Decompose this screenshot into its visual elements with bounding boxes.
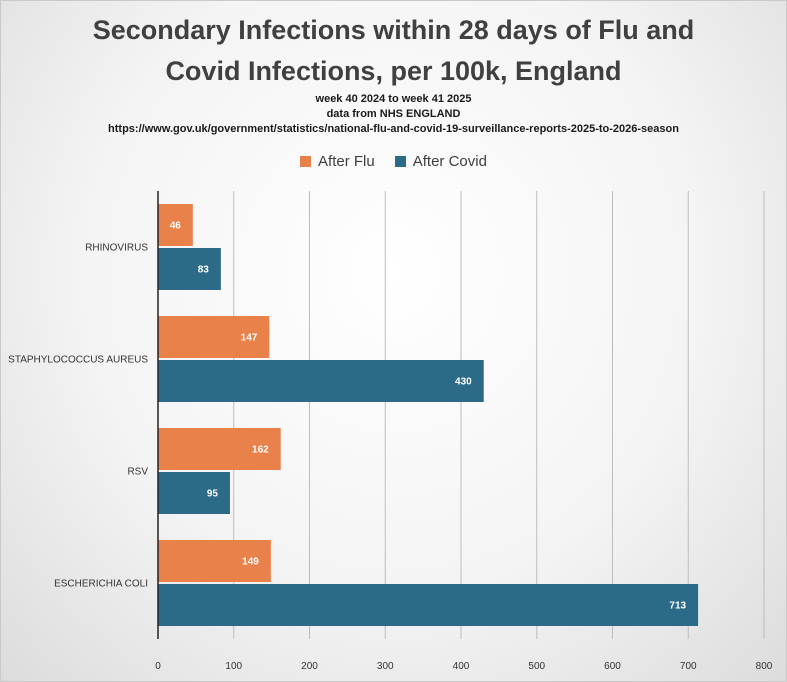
x-tick-label-300: 300 — [377, 661, 394, 672]
x-tick-label-200: 200 — [301, 661, 318, 672]
category-label-escherichia-coli: ESCHERICHIA COLI — [54, 579, 148, 590]
legend-item-after-covid: After Covid — [394, 153, 487, 170]
category-label-rsv: RSV — [127, 467, 148, 478]
bar-rsv-after-covid — [158, 472, 230, 514]
chart-title-line-2: Covid Infections, per 100k, England — [165, 56, 622, 86]
data-label-escherichia-coli-after-covid: 713 — [669, 601, 686, 612]
data-label-rsv-after-flu: 162 — [252, 445, 269, 456]
subtitle-date-range: week 40 2024 to week 41 2025 — [315, 93, 472, 105]
legend-label-after-covid: After Covid — [412, 153, 487, 170]
data-label-rsv-after-covid: 95 — [207, 489, 219, 500]
x-tick-label-700: 700 — [680, 661, 697, 672]
x-tick-label-800: 800 — [756, 661, 773, 672]
data-label-staphylococcus-aureus-after-flu: 147 — [241, 333, 258, 344]
subtitle-data-source: data from NHS ENGLAND — [326, 108, 461, 120]
bar-escherichia-coli-after-covid — [158, 584, 699, 626]
bar-staphylococcus-aureus-after-flu — [158, 316, 270, 358]
category-label-staphylococcus-aureus: STAPHYLOCOCCUS AUREUS — [8, 355, 148, 366]
data-label-rhinovirus-after-flu: 46 — [170, 221, 182, 232]
x-tick-label-400: 400 — [453, 661, 470, 672]
bar-staphylococcus-aureus-after-covid — [158, 360, 484, 402]
legend-swatch-after-covid — [394, 156, 406, 167]
x-tick-label-500: 500 — [528, 661, 545, 672]
legend: After Flu After Covid — [1, 153, 786, 170]
category-label-rhinovirus: RHINOVIRUS — [85, 243, 148, 254]
x-tick-label-600: 600 — [604, 661, 621, 672]
data-label-escherichia-coli-after-flu: 149 — [242, 557, 259, 568]
data-label-rhinovirus-after-covid: 83 — [198, 265, 210, 276]
chart-title-line-1: Secondary Infections within 28 days of F… — [92, 15, 695, 45]
bar-rhinovirus-after-covid — [158, 248, 221, 290]
subtitle-source-url: https://www.gov.uk/government/statistics… — [108, 123, 679, 135]
data-label-staphylococcus-aureus-after-covid: 430 — [455, 377, 472, 388]
x-tick-label-0: 0 — [155, 661, 161, 672]
bar-escherichia-coli-after-flu — [158, 540, 271, 582]
bar-rsv-after-flu — [158, 428, 281, 470]
legend-label-after-flu: After Flu — [318, 153, 375, 170]
legend-item-after-flu: After Flu — [300, 153, 375, 170]
legend-swatch-after-flu — [300, 156, 312, 167]
bar-rhinovirus-after-flu — [158, 204, 193, 246]
x-tick-label-100: 100 — [225, 661, 242, 672]
